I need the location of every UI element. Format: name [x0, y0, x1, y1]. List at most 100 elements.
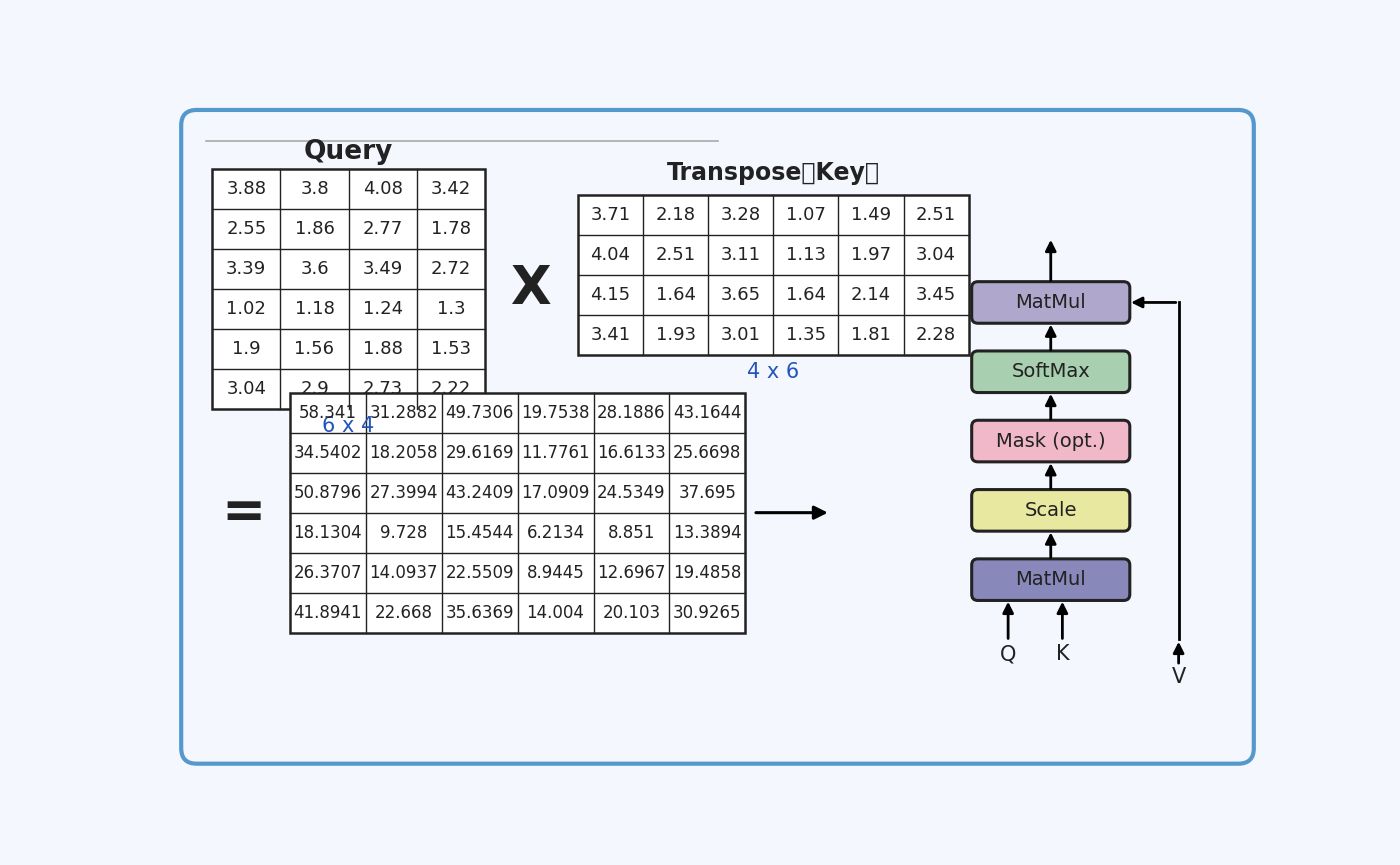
- Text: 18.1304: 18.1304: [294, 523, 363, 541]
- Text: 3.8: 3.8: [300, 180, 329, 198]
- Text: 43.1644: 43.1644: [673, 404, 742, 421]
- FancyBboxPatch shape: [181, 110, 1254, 764]
- Text: V: V: [1172, 668, 1186, 688]
- Text: 2.72: 2.72: [431, 260, 470, 279]
- Text: 8.9445: 8.9445: [526, 564, 584, 582]
- Text: 3.41: 3.41: [591, 326, 630, 343]
- Text: 4.08: 4.08: [363, 180, 403, 198]
- Text: 3.6: 3.6: [300, 260, 329, 279]
- Text: 1.53: 1.53: [431, 341, 470, 358]
- Text: 6 x 4: 6 x 4: [322, 416, 375, 437]
- Text: 4.04: 4.04: [591, 246, 630, 264]
- Text: 3.39: 3.39: [227, 260, 266, 279]
- FancyBboxPatch shape: [972, 490, 1130, 531]
- Text: 4 x 6: 4 x 6: [748, 362, 799, 381]
- Text: 1.86: 1.86: [294, 221, 335, 239]
- Text: 2.51: 2.51: [655, 246, 696, 264]
- Text: 3.04: 3.04: [227, 381, 266, 399]
- Text: MatMul: MatMul: [1015, 293, 1086, 312]
- FancyBboxPatch shape: [972, 559, 1130, 600]
- Text: 2.14: 2.14: [851, 285, 890, 304]
- Text: 9.728: 9.728: [379, 523, 427, 541]
- Text: 30.9265: 30.9265: [673, 604, 742, 622]
- Text: Q: Q: [1000, 644, 1016, 664]
- Text: 43.2409: 43.2409: [445, 484, 514, 502]
- Text: 1.9: 1.9: [232, 341, 260, 358]
- Text: 12.6967: 12.6967: [598, 564, 666, 582]
- Text: 31.2882: 31.2882: [370, 404, 438, 421]
- FancyBboxPatch shape: [972, 351, 1130, 393]
- Text: 3.88: 3.88: [227, 180, 266, 198]
- Text: 58.341: 58.341: [298, 404, 357, 421]
- Text: K: K: [1056, 644, 1070, 664]
- Text: 22.5509: 22.5509: [445, 564, 514, 582]
- Text: 19.4858: 19.4858: [673, 564, 742, 582]
- Text: Transpose（Key）: Transpose（Key）: [666, 161, 879, 185]
- Text: 8.851: 8.851: [608, 523, 655, 541]
- Text: 3.01: 3.01: [721, 326, 760, 343]
- Text: 1.97: 1.97: [851, 246, 890, 264]
- FancyBboxPatch shape: [972, 282, 1130, 324]
- Text: 3.45: 3.45: [916, 285, 956, 304]
- Bar: [290, 393, 745, 633]
- Text: 1.93: 1.93: [655, 326, 696, 343]
- Text: 17.0909: 17.0909: [521, 484, 589, 502]
- Text: 3.11: 3.11: [721, 246, 760, 264]
- Text: 3.71: 3.71: [591, 206, 630, 224]
- Text: 3.42: 3.42: [431, 180, 470, 198]
- Text: 3.49: 3.49: [363, 260, 403, 279]
- Text: 1.64: 1.64: [785, 285, 826, 304]
- Text: 49.7306: 49.7306: [445, 404, 514, 421]
- Text: 3.28: 3.28: [721, 206, 760, 224]
- Text: 6.2134: 6.2134: [526, 523, 585, 541]
- Text: 2.22: 2.22: [431, 381, 470, 399]
- Text: X: X: [511, 263, 552, 316]
- Text: 1.88: 1.88: [363, 341, 403, 358]
- Text: 2.28: 2.28: [916, 326, 956, 343]
- Text: 19.7538: 19.7538: [521, 404, 589, 421]
- FancyBboxPatch shape: [972, 420, 1130, 462]
- Text: 34.5402: 34.5402: [294, 444, 363, 462]
- Text: 22.668: 22.668: [375, 604, 433, 622]
- Text: 2.77: 2.77: [363, 221, 403, 239]
- Text: 24.5349: 24.5349: [598, 484, 666, 502]
- Text: 1.49: 1.49: [851, 206, 890, 224]
- Text: 41.8941: 41.8941: [294, 604, 363, 622]
- Text: 15.4544: 15.4544: [445, 523, 514, 541]
- Text: Scale: Scale: [1025, 501, 1077, 520]
- Text: 2.9: 2.9: [300, 381, 329, 399]
- Text: =: =: [221, 487, 266, 539]
- Text: 1.56: 1.56: [294, 341, 335, 358]
- Text: 11.7761: 11.7761: [521, 444, 589, 462]
- Text: 2.73: 2.73: [363, 381, 403, 399]
- Bar: [213, 170, 484, 409]
- Text: 37.695: 37.695: [679, 484, 736, 502]
- Text: 1.18: 1.18: [294, 300, 335, 318]
- Text: 25.6698: 25.6698: [673, 444, 742, 462]
- Text: Query: Query: [304, 138, 393, 164]
- Text: 18.2058: 18.2058: [370, 444, 438, 462]
- Text: 2.18: 2.18: [655, 206, 696, 224]
- Text: 2.55: 2.55: [227, 221, 266, 239]
- Text: SoftMax: SoftMax: [1011, 362, 1091, 381]
- Text: 29.6169: 29.6169: [445, 444, 514, 462]
- Text: 35.6369: 35.6369: [445, 604, 514, 622]
- Text: 1.35: 1.35: [785, 326, 826, 343]
- Text: 1.64: 1.64: [655, 285, 696, 304]
- Text: 13.3894: 13.3894: [673, 523, 742, 541]
- Text: 1.07: 1.07: [785, 206, 826, 224]
- Text: 1.24: 1.24: [363, 300, 403, 318]
- Text: 14.0937: 14.0937: [370, 564, 438, 582]
- Text: 1.81: 1.81: [851, 326, 890, 343]
- Text: 16.6133: 16.6133: [596, 444, 666, 462]
- Text: 1.78: 1.78: [431, 221, 470, 239]
- Bar: [578, 195, 969, 355]
- Text: 3.65: 3.65: [721, 285, 760, 304]
- Text: 1.13: 1.13: [785, 246, 826, 264]
- Text: 50.8796: 50.8796: [294, 484, 361, 502]
- Text: 20.103: 20.103: [602, 604, 661, 622]
- Text: 27.3994: 27.3994: [370, 484, 438, 502]
- Text: 26.3707: 26.3707: [294, 564, 363, 582]
- Text: MatMul: MatMul: [1015, 570, 1086, 589]
- Text: 4.15: 4.15: [591, 285, 630, 304]
